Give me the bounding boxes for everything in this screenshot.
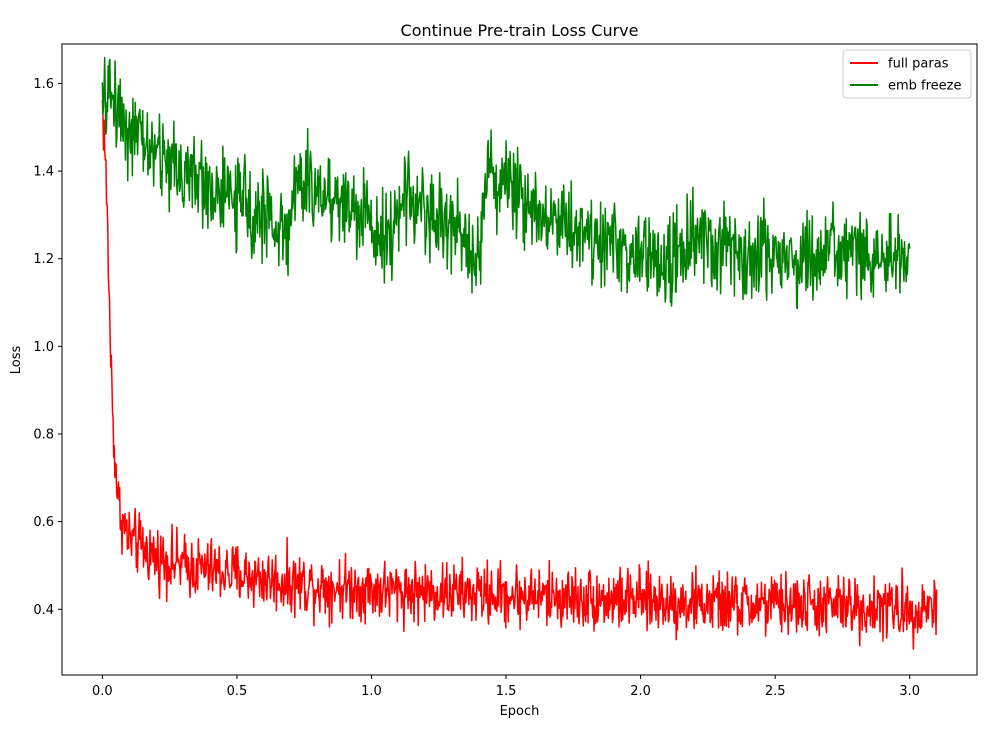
- legend-label-emb-freeze: emb freeze: [888, 79, 962, 94]
- x-tick-label: 0.0: [92, 684, 113, 699]
- y-axis-label: Loss: [9, 346, 24, 375]
- plot-frame: [61, 43, 978, 676]
- x-tick-label: 3.0: [899, 684, 920, 699]
- series-line-full-paras: [101, 100, 938, 650]
- legend-label-full-paras: full paras: [888, 57, 949, 72]
- y-tick-label: 0.8: [33, 427, 54, 442]
- y-tick-label: 1.6: [33, 77, 54, 92]
- y-tick-label: 0.4: [33, 603, 54, 618]
- y-tick-label: 1.2: [33, 252, 54, 267]
- x-tick-label: 2.0: [630, 684, 651, 699]
- chart-title: Continue Pre-train Loss Curve: [401, 21, 639, 40]
- y-axis-ticks: 0.4 0.6 0.8 1.0 1.2 1.4 1.6: [33, 77, 62, 618]
- x-tick-label: 1.5: [496, 684, 517, 699]
- legend: full paras emb freeze: [842, 49, 972, 99]
- y-tick-label: 1.0: [33, 340, 54, 355]
- x-axis-ticks: 0.0 0.5 1.0 1.5 2.0 2.5 3.0: [92, 675, 920, 699]
- x-axis-label: Epoch: [500, 704, 540, 719]
- x-tick-label: 1.0: [361, 684, 382, 699]
- x-tick-label: 2.5: [765, 684, 786, 699]
- plot-background: [62, 44, 977, 675]
- series-layer: [101, 56, 938, 650]
- y-tick-label: 0.6: [33, 515, 54, 530]
- y-tick-label: 1.4: [33, 165, 54, 180]
- x-tick-label: 0.5: [227, 684, 248, 699]
- series-line-emb-freeze: [101, 56, 911, 310]
